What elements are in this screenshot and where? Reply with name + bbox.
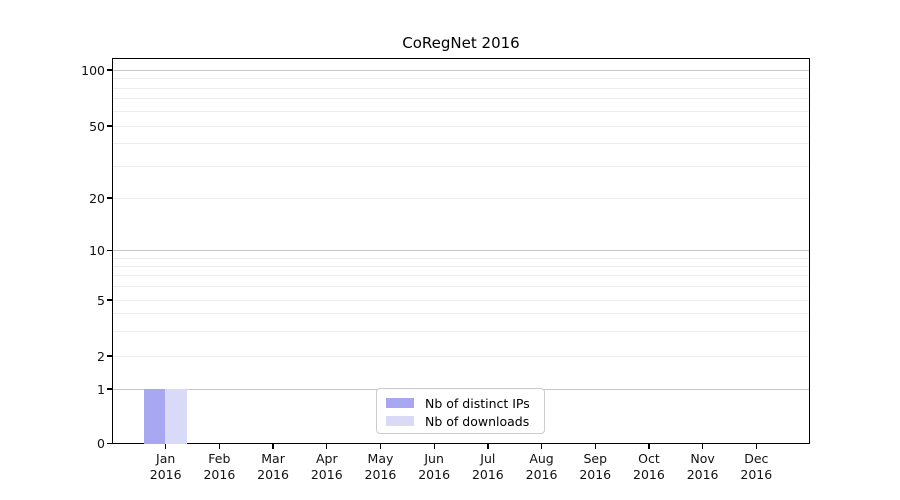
y-tick-label: 10 <box>89 243 105 258</box>
gridline-minor <box>113 143 809 145</box>
plot-area <box>112 58 810 444</box>
gridline-minor <box>113 165 809 167</box>
x-tick-mark <box>165 444 167 449</box>
y-tick-label: 5 <box>97 292 105 308</box>
gridline-minor <box>113 110 809 112</box>
y-tick-mark <box>107 125 112 127</box>
y-tick-mark <box>107 197 112 199</box>
gridline-minor <box>113 87 809 89</box>
legend-swatch-downloads <box>386 416 414 426</box>
x-tick-label: Apr 2016 <box>310 451 343 482</box>
x-tick-label: Jul 2016 <box>471 451 504 482</box>
x-tick-label: Nov 2016 <box>686 451 719 482</box>
bar-distinct-ips-jan <box>143 388 166 444</box>
gridline-minor <box>113 257 809 259</box>
x-tick-mark <box>540 444 543 449</box>
legend-label-distinct-ips: Nb of distinct IPs <box>425 395 530 411</box>
x-tick-label: Dec 2016 <box>740 451 773 482</box>
x-tick-mark <box>594 444 596 449</box>
y-tick-label: 20 <box>89 190 105 206</box>
gridline-major <box>113 250 809 251</box>
chart-title: CoRegNet 2016 <box>402 34 520 52</box>
x-tick-mark <box>433 444 435 449</box>
x-tick-label: Feb 2016 <box>203 451 236 482</box>
x-tick-mark <box>702 444 704 449</box>
legend-label-downloads: Nb of downloads <box>425 413 530 429</box>
legend-item-downloads: Nb of downloads <box>386 413 536 429</box>
y-tick-mark <box>107 388 112 390</box>
x-tick-mark <box>272 444 274 449</box>
y-tick-mark <box>107 69 112 71</box>
gridline-minor <box>113 125 809 127</box>
gridline-minor <box>113 98 809 100</box>
legend: Nb of distinct IPs Nb of downloads <box>376 388 545 434</box>
gridline-minor <box>113 330 809 332</box>
x-tick-label: Mar 2016 <box>257 451 289 482</box>
y-tick-label: 0 <box>97 436 105 451</box>
y-tick-mark <box>107 355 112 357</box>
x-tick-mark <box>218 444 221 449</box>
gridline-minor <box>113 265 809 267</box>
x-tick-mark <box>326 444 328 449</box>
gridline-minor <box>113 275 809 277</box>
y-tick-label: 2 <box>97 348 105 364</box>
bar-downloads-jan <box>165 388 187 444</box>
gridline-minor <box>113 313 809 315</box>
gridline-minor <box>113 197 809 199</box>
x-tick-mark <box>755 444 757 449</box>
x-tick-mark <box>648 444 650 449</box>
gridline-minor <box>113 355 809 357</box>
x-tick-mark <box>487 444 489 449</box>
legend-swatch-distinct-ips <box>386 398 414 408</box>
legend-item-distinct-ips: Nb of distinct IPs <box>386 395 536 411</box>
x-tick-label: Jun 2016 <box>418 451 451 482</box>
y-tick-label: 100 <box>81 62 105 78</box>
y-tick-label: 50 <box>89 118 105 134</box>
gridline-minor <box>113 286 809 288</box>
y-tick-label: 1 <box>97 381 105 397</box>
y-tick-mark <box>107 299 112 301</box>
x-tick-label: May 2016 <box>364 451 397 482</box>
x-tick-label: Aug 2016 <box>525 451 558 482</box>
y-tick-mark <box>107 249 112 252</box>
gridline-minor <box>113 78 809 79</box>
gridline-major <box>113 69 809 71</box>
x-tick-label: Sep 2016 <box>579 451 612 482</box>
x-tick-label: Jan 2016 <box>149 451 182 482</box>
x-tick-mark <box>379 444 382 449</box>
y-tick-mark <box>107 442 112 445</box>
gridline-minor <box>113 299 809 301</box>
x-tick-label: Oct 2016 <box>633 451 665 482</box>
